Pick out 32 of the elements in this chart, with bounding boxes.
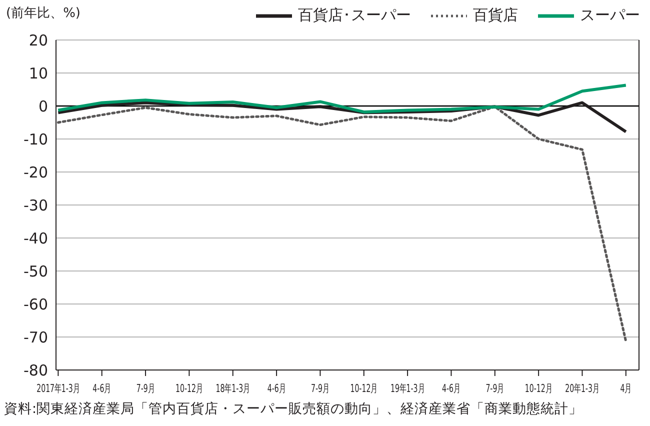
x-tick-label: 7-9月 (486, 382, 504, 396)
y-tick-label: 0 (38, 97, 48, 116)
y-tick-label: -80 (24, 361, 48, 380)
x-tick-label: 7-9月 (136, 382, 155, 396)
y-tick-label: -40 (24, 229, 48, 248)
line-series (56, 105, 628, 343)
line-series (56, 84, 628, 114)
x-tick-label: 7-9月 (311, 382, 330, 396)
x-tick-label: 10-12月 (176, 382, 203, 396)
y-tick-label: -30 (24, 196, 48, 214)
y-tick-label: 10 (28, 64, 48, 82)
x-tick-label: 4-6月 (442, 382, 460, 396)
x-tick-label: 19年1-3月 (390, 382, 425, 396)
y-tick-label: -70 (24, 328, 48, 346)
x-tick-label: 2017年1-3月 (36, 382, 80, 396)
y-tick-label: 20 (28, 31, 48, 50)
legend-label: スーパー (580, 6, 640, 25)
x-tick-label: 4-6月 (92, 382, 112, 396)
y-axis-title: (前年比、%) (6, 5, 80, 22)
x-tick-label: 10-12月 (350, 382, 378, 396)
y-tick-label: -50 (24, 262, 48, 280)
y-tick-label: -60 (24, 295, 48, 314)
x-tick-label: 4月 (620, 382, 632, 396)
x-tick-label: 4-6月 (267, 382, 286, 396)
text: 資料:関東経済産業局「管内百貨店・スーパー販売額の動向」、経済産業省「商業動態統計」 (4, 400, 583, 418)
y-tick-label: -10 (24, 130, 48, 148)
legend-label: 百貨店 (473, 6, 518, 25)
y-tick-label: -20 (24, 163, 48, 182)
legend-label: 百貨店･スーパー (298, 6, 411, 25)
x-tick-label: 20年1-3月 (565, 382, 600, 396)
x-tick-label: 18年1-3月 (216, 382, 250, 396)
x-tick-label: 10-12月 (524, 382, 552, 396)
